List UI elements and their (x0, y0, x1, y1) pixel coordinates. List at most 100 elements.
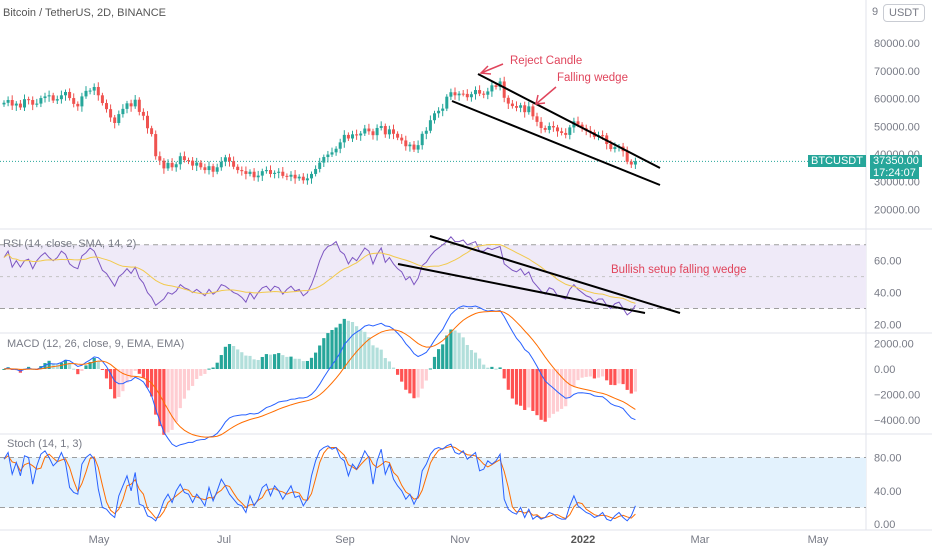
candle-body (383, 126, 387, 135)
reject-arrow[interactable] (480, 63, 504, 74)
stoch-tick-label: 80.00 (874, 453, 902, 465)
macd-histogram-bar (404, 369, 408, 390)
candle-body (326, 154, 330, 158)
macd-histogram-bar (498, 367, 502, 369)
macd-legend[interactable]: MACD (12, 26, close, 9, EMA, EMA) (7, 338, 184, 350)
macd-histogram-bar (535, 369, 539, 416)
candle-body (482, 93, 486, 95)
macd-histogram-bar (338, 323, 342, 369)
candle-body (474, 90, 477, 95)
macd-histogram-bar (375, 347, 379, 369)
candle-body (92, 86, 96, 91)
candle-body (322, 157, 326, 163)
macd-histogram-bar (84, 365, 88, 369)
macd-histogram-bar (199, 369, 203, 376)
macd-histogram-bar (219, 355, 223, 369)
annotation-rsi-note[interactable]: Bullish setup falling wedge (611, 264, 747, 276)
candle-body (43, 96, 47, 99)
candle-body (129, 103, 133, 107)
candle-body (182, 156, 186, 161)
macd-histogram-bar (359, 330, 363, 369)
wedge-arrowhead-icon (535, 94, 546, 105)
candle-body (297, 176, 301, 179)
candle-body (412, 144, 416, 150)
candle-body (121, 108, 125, 115)
macd-histogram-bar (264, 354, 268, 369)
rsi-legend[interactable]: RSI (14, close, SMA, 14, 2) (3, 238, 136, 250)
wedge-lower-line[interactable] (451, 100, 661, 186)
candle-body (375, 127, 379, 136)
macd-histogram-bar (68, 362, 72, 369)
candle-body (109, 109, 113, 118)
macd-histogram-bar (613, 369, 617, 386)
candle-body (35, 103, 39, 105)
stoch-series (3, 443, 636, 522)
candle-body (84, 90, 88, 97)
candle-body (203, 167, 207, 171)
macd-histogram-bar (568, 369, 572, 398)
reject-arrowhead-icon (479, 65, 492, 75)
macd-histogram-bar (211, 367, 215, 369)
candle-body (23, 99, 26, 108)
candle-body (400, 137, 404, 141)
candle-body (285, 175, 289, 177)
macd-histogram-bar (551, 369, 555, 414)
candle-body (478, 90, 482, 94)
macd-tick-label: −2000.00 (874, 390, 920, 402)
macd-histogram-bar (490, 366, 494, 369)
macd-histogram-bar (555, 369, 560, 412)
candle-body (629, 161, 633, 165)
candle-body (363, 128, 367, 134)
macd-histogram-bar (502, 369, 506, 379)
macd-histogram-bar (432, 356, 437, 369)
macd-tick-label: −4000.00 (874, 415, 920, 427)
candle-body (219, 161, 223, 168)
annotation-falling-wedge[interactable]: Falling wedge (557, 72, 628, 84)
wedge-arrow[interactable] (535, 86, 557, 105)
price-axis[interactable]: 20000.0030000.0040000.0050000.0060000.00… (874, 38, 920, 531)
macd-histogram-bar (232, 345, 236, 369)
candle-body (396, 133, 400, 138)
rsi-upper-line[interactable] (429, 235, 681, 314)
macd-histogram-bar (289, 356, 293, 369)
wedge-upper-line[interactable] (477, 73, 661, 169)
macd-histogram-bar (318, 345, 322, 369)
price-candles (2, 76, 637, 185)
candle-body (510, 103, 514, 107)
candle-body (547, 126, 551, 130)
candle-body (68, 91, 72, 99)
candle-body (105, 103, 108, 110)
stoch-legend[interactable]: Stoch (14, 1, 3) (7, 438, 82, 450)
macd-histogram-bar (355, 326, 359, 369)
time-axis[interactable]: May Jul Sep Nov 2022 Mar May (89, 534, 829, 546)
macd-histogram-bar (510, 369, 514, 399)
candle-body (269, 170, 272, 174)
candle-body (281, 171, 285, 176)
macd-histogram-bar (293, 358, 297, 369)
rsi-band (0, 244, 866, 310)
candle-body (174, 164, 178, 168)
candle-body (465, 93, 469, 98)
candle-body (519, 105, 523, 108)
annotation-arrows[interactable] (479, 63, 557, 105)
macd-histogram-bar (416, 369, 420, 398)
macd-histogram-bar (371, 345, 375, 369)
candle-body (146, 115, 149, 129)
stoch-k-line (3, 443, 636, 522)
candle-body (2, 102, 6, 105)
candle-body (334, 148, 338, 153)
candle-body (18, 103, 22, 108)
macd-line (3, 305, 636, 448)
drawn-trendlines[interactable] (397, 73, 681, 314)
candle-body (342, 134, 346, 143)
rsi-lower-line[interactable] (397, 263, 646, 314)
candle-body (379, 126, 383, 128)
macd-histogram-bar (178, 369, 182, 409)
candle-body (244, 171, 248, 174)
annotation-reject-candle[interactable]: Reject Candle (510, 55, 582, 67)
candle-body (223, 157, 227, 162)
candle-body (531, 106, 535, 117)
currency-unit-button[interactable]: USDT (883, 4, 925, 22)
macd-histogram-bar (309, 357, 314, 369)
